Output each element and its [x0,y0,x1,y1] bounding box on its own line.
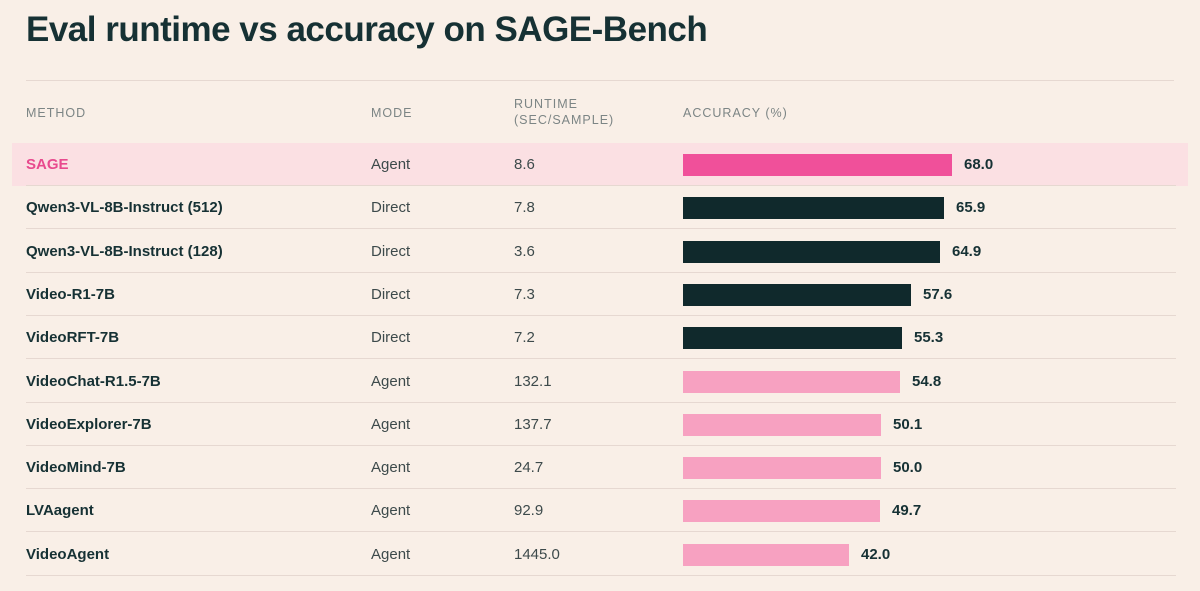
accuracy-value-label: 65.9 [956,199,986,216]
method-cell: VideoChat-R1.5-7B [26,373,161,390]
column-header-method: METHOD [26,106,87,120]
accuracy-value-label: 68.0 [964,156,994,173]
mode-cell: Agent [371,546,411,563]
runtime-cell: 92.9 [514,502,544,519]
accuracy-bar [683,500,880,522]
runtime-cell: 132.1 [514,373,552,390]
accuracy-bar [683,197,944,219]
accuracy-value-label: 49.7 [892,502,922,519]
row-divider [26,272,1176,273]
accuracy-bar [683,154,952,176]
table-row: VideoExplorer-7B Agent 137.7 50.1 [12,403,1188,446]
accuracy-bar [683,371,900,393]
accuracy-value-label: 50.0 [893,459,923,476]
method-cell: Video-R1-7B [26,286,115,303]
table-row: LVAagent Agent 92.9 49.7 [12,489,1188,532]
table-row: SAGE Agent 8.6 68.0 [12,143,1188,186]
column-header-runtime: RUNTIME (SEC/SAMPLE) [514,97,615,127]
row-divider [26,531,1176,532]
runtime-cell: 24.7 [514,459,544,476]
method-cell: VideoRFT-7B [26,329,120,346]
mode-cell: Direct [371,286,411,303]
header-top-divider [26,80,1174,81]
accuracy-bar [683,414,881,436]
mode-cell: Agent [371,502,411,519]
method-cell: VideoExplorer-7B [26,416,152,433]
table-row: VideoMind-7B Agent 24.7 50.0 [12,446,1188,489]
accuracy-value-label: 57.6 [923,286,953,303]
runtime-cell: 137.7 [514,416,552,433]
accuracy-bar [683,284,911,306]
method-cell: Qwen3-VL-8B-Instruct (512) [26,199,223,216]
table-row: Video-R1-7B Direct 7.3 57.6 [12,273,1188,316]
mode-cell: Direct [371,199,411,216]
row-divider [26,228,1176,229]
table-row: VideoChat-R1.5-7B Agent 132.1 54.8 [12,360,1188,403]
mode-cell: Direct [371,329,411,346]
row-divider [26,575,1176,576]
column-header-accuracy: ACCURACY (%) [683,106,788,120]
table-row: VideoAgent Agent 1445.0 42.0 [12,533,1188,576]
row-divider [26,315,1176,316]
runtime-cell: 3.6 [514,243,535,260]
accuracy-bar [683,457,881,479]
row-divider [26,445,1176,446]
runtime-cell: 7.2 [514,329,535,346]
row-divider [26,185,1176,186]
chart-title: Eval runtime vs accuracy on SAGE-Bench [26,10,708,49]
mode-cell: Agent [371,416,411,433]
method-cell: VideoAgent [26,546,110,563]
accuracy-bar [683,544,849,566]
row-divider [26,402,1176,403]
method-cell: LVAagent [26,502,94,519]
mode-cell: Agent [371,459,411,476]
runtime-cell: 7.3 [514,286,535,303]
accuracy-value-label: 42.0 [861,546,891,563]
method-cell: Qwen3-VL-8B-Instruct (128) [26,243,223,260]
method-cell: VideoMind-7B [26,459,126,476]
accuracy-value-label: 50.1 [893,416,923,433]
runtime-cell: 7.8 [514,199,535,216]
table-row: Qwen3-VL-8B-Instruct (512) Direct 7.8 65.9 [12,186,1188,229]
accuracy-bar [683,241,940,263]
accuracy-bar [683,327,902,349]
runtime-cell: 8.6 [514,156,535,173]
column-header-mode: MODE [371,106,413,120]
mode-cell: Agent [371,156,411,173]
mode-cell: Agent [371,373,411,390]
runtime-cell: 1445.0 [514,546,560,563]
row-divider [26,488,1176,489]
row-divider [26,358,1176,359]
accuracy-value-label: 55.3 [914,329,944,346]
table-row: VideoRFT-7B Direct 7.2 55.3 [12,316,1188,359]
accuracy-value-label: 64.9 [952,243,982,260]
method-cell: SAGE [26,156,69,173]
mode-cell: Direct [371,243,411,260]
table-row: Qwen3-VL-8B-Instruct (128) Direct 3.6 64.9 [12,230,1188,273]
accuracy-value-label: 54.8 [912,373,942,390]
